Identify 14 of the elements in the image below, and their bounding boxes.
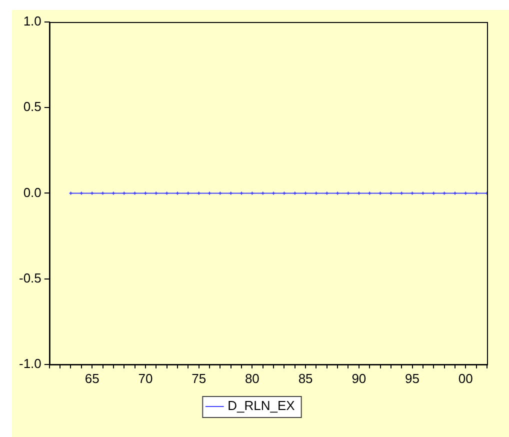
x-tick-label: 80 [244,370,260,386]
legend-label: D_RLN_EX [228,398,296,414]
y-tick-label: -1.0 [18,356,42,371]
x-tick-label: 00 [458,370,473,386]
y-tick-label: 0.5 [23,99,42,114]
x-tick-label: 75 [192,370,206,386]
y-tick-label: 0.0 [23,184,42,200]
x-tick-label: 90 [352,370,366,386]
x-tick-label: 85 [298,370,313,386]
y-tick-label: -0.5 [18,270,42,286]
y-tick-label: 1.0 [23,14,42,29]
x-tick-label: 95 [405,370,420,386]
x-tick-label: 65 [84,370,100,386]
x-tick-label: 70 [138,370,153,386]
